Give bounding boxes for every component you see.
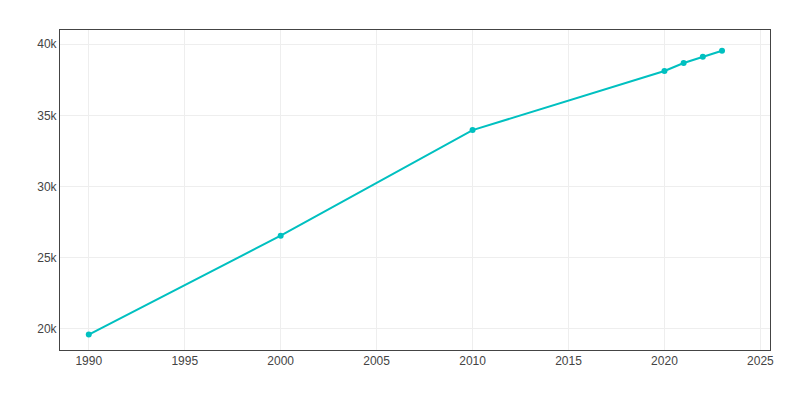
svg-text:30k: 30k — [37, 180, 57, 194]
svg-text:20k: 20k — [37, 322, 57, 336]
svg-text:2005: 2005 — [363, 354, 390, 368]
svg-text:25k: 25k — [37, 251, 57, 265]
svg-text:2015: 2015 — [555, 354, 582, 368]
svg-text:2000: 2000 — [267, 354, 294, 368]
svg-text:2010: 2010 — [459, 354, 486, 368]
svg-text:40k: 40k — [37, 37, 57, 51]
svg-text:2020: 2020 — [651, 354, 678, 368]
svg-text:1995: 1995 — [171, 354, 198, 368]
svg-text:1990: 1990 — [75, 354, 102, 368]
svg-text:2025: 2025 — [747, 354, 774, 368]
svg-text:35k: 35k — [37, 109, 57, 123]
